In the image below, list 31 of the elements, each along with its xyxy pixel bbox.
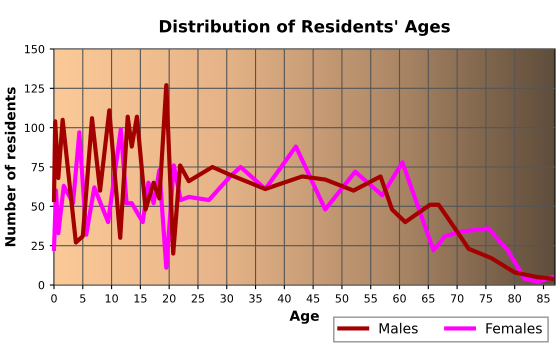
x-tick-label: 55 <box>364 294 377 303</box>
x-tick-label: 40 <box>278 294 291 303</box>
x-tick-label: 75 <box>480 294 492 303</box>
legend-label: Males <box>380 322 418 334</box>
x-tick-label: 45 <box>306 294 320 303</box>
x-tick-label: 85 <box>537 294 550 303</box>
x-tick-label: 20 <box>162 294 176 303</box>
line-series <box>52 83 554 281</box>
y-tick-label: 50 <box>32 202 44 211</box>
y-tick-label: 150 <box>24 44 44 54</box>
x-tick-label: 0 <box>51 294 57 303</box>
y-tick-label: 100 <box>24 124 44 132</box>
y-tick-label: 75 <box>32 163 44 172</box>
y-tick-label: 125 <box>24 84 44 93</box>
y-tick-label: 0 <box>38 280 44 290</box>
chart-title: Distribution of Residents' Ages <box>160 20 450 36</box>
x-tick-label: 5 <box>80 294 86 303</box>
x-tick-label: 35 <box>249 294 262 303</box>
y-axis-title: Number of residents <box>4 87 16 246</box>
y-tick-label: 25 <box>32 242 44 250</box>
x-tick-label: 60 <box>393 294 406 303</box>
x-tick-label: 25 <box>192 294 204 303</box>
x-tick-label: 15 <box>134 294 146 303</box>
x-tick-label: 30 <box>220 294 234 303</box>
x-tick-label: 80 <box>508 294 522 303</box>
legend-label: Females <box>486 322 542 334</box>
x-tick-label: 65 <box>422 294 434 303</box>
x-tick-label: 10 <box>106 294 118 303</box>
x-tick-label: 50 <box>336 294 348 303</box>
x-tick-label: 70 <box>450 294 464 303</box>
x-axis-title: Age <box>290 310 319 324</box>
